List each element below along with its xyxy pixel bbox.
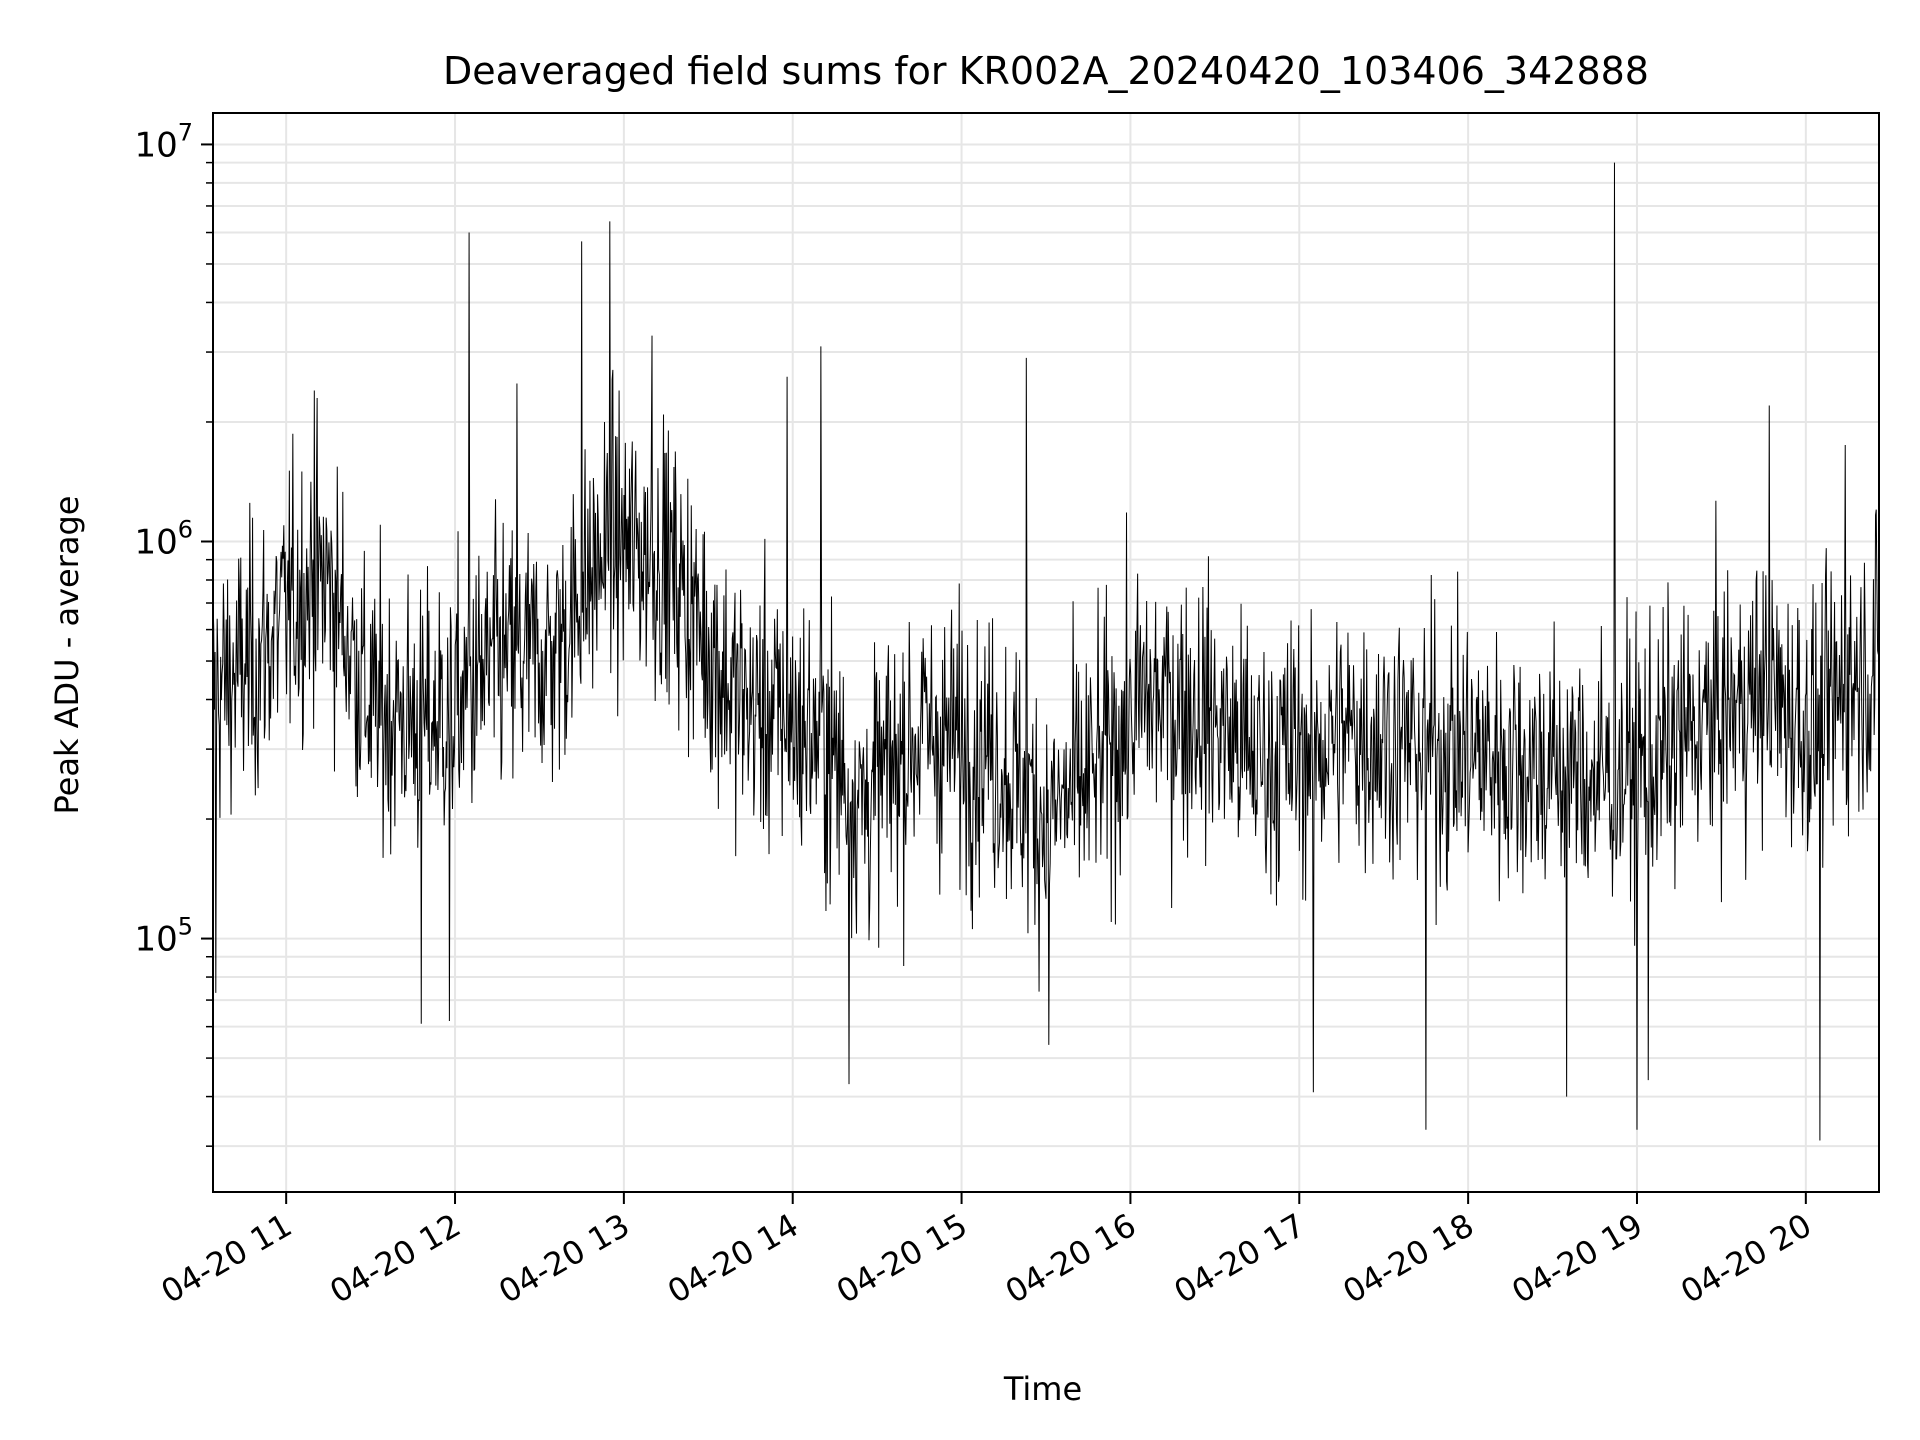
y-gridlines (213, 143, 1879, 1148)
y-axis-ticks: 105 106 107 (134, 118, 213, 1147)
x-axis-label: Time (1003, 1370, 1082, 1408)
y-axis-label: Peak ADU - average (48, 496, 86, 815)
plot-area (213, 162, 1879, 1141)
axes-frame (212, 112, 1880, 1193)
y-tick-label: 107 (134, 118, 193, 165)
y-tick-label: 105 (134, 913, 193, 960)
series-line (213, 162, 1879, 1141)
y-tick-label: 106 (134, 516, 193, 563)
chart-title: Deaveraged field sums for KR002A_2024042… (443, 49, 1649, 93)
